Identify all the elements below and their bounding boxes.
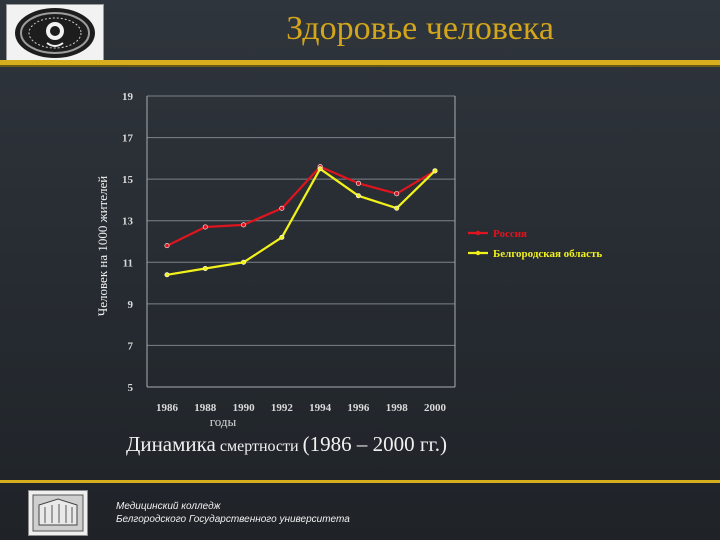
data-point xyxy=(241,259,247,265)
caption-part-2: смертности xyxy=(219,438,299,455)
y-tick-label: 7 xyxy=(128,340,134,352)
y-axis-label: Человек на 1000 жителей xyxy=(95,176,110,316)
y-tick-label: 11 xyxy=(123,257,133,269)
footer-line-2: Белгородского Государственного университ… xyxy=(116,514,350,525)
chart-axes xyxy=(146,96,456,388)
footer-divider xyxy=(0,480,720,483)
legend-label: Белгородская область xyxy=(493,248,602,260)
y-axis-ticks: 5 7 9 11 13 15 17 19 xyxy=(122,91,134,394)
y-tick-label: 17 xyxy=(122,133,134,145)
footer-institution: Медицинский колледж Белгородского Госуда… xyxy=(116,500,350,526)
data-point xyxy=(164,243,170,249)
series-line-1 xyxy=(166,167,436,276)
y-tick-label: 5 xyxy=(128,382,134,394)
data-point xyxy=(355,180,361,186)
x-tick-label: 1992 xyxy=(271,402,294,414)
x-tick-label: 1988 xyxy=(194,402,217,414)
data-point xyxy=(241,222,247,228)
header-divider-shadow xyxy=(0,65,720,67)
slide-title: Здоровье человека xyxy=(286,10,554,47)
data-point xyxy=(394,205,400,211)
y-tick-label: 19 xyxy=(122,91,134,103)
x-tick-label: 1994 xyxy=(309,402,332,414)
chart-series xyxy=(164,164,438,278)
x-tick-label: 2000 xyxy=(424,402,447,414)
footer-line-1: Медицинский колледж xyxy=(116,501,221,512)
caption-part-3: (1986 – 2000 гг.) xyxy=(302,432,447,456)
college-logo xyxy=(28,490,88,536)
y-tick-label: 9 xyxy=(128,299,134,311)
y-tick-label: 13 xyxy=(122,216,134,228)
data-point xyxy=(432,168,438,174)
legend-marker xyxy=(475,230,481,236)
data-point xyxy=(279,205,285,211)
legend-label: Россия xyxy=(493,228,527,240)
caption-part-1: Динамика xyxy=(126,432,216,456)
x-tick-label: 1996 xyxy=(347,402,370,414)
emblem-logo xyxy=(6,4,104,62)
x-tick-label: 1990 xyxy=(233,402,256,414)
series-line-0 xyxy=(166,165,436,247)
chart-grid xyxy=(147,95,455,346)
data-point xyxy=(279,234,285,240)
data-point xyxy=(355,193,361,199)
x-tick-label: 1998 xyxy=(386,402,409,414)
data-point xyxy=(202,224,208,230)
chart-legend: Россия Белгородская область xyxy=(468,228,602,260)
data-point xyxy=(394,191,400,197)
header-divider xyxy=(0,60,720,65)
data-point xyxy=(164,272,170,278)
data-point xyxy=(202,266,208,272)
chart-caption: Динамика смертности (1986 – 2000 гг.) xyxy=(126,432,546,457)
y-tick-label: 15 xyxy=(122,174,134,186)
x-axis-label: годы xyxy=(210,414,237,429)
legend-marker xyxy=(475,250,481,256)
data-point xyxy=(317,166,323,172)
x-tick-label: 1986 xyxy=(156,402,179,414)
x-axis-ticks: 1986 1988 1990 1992 1994 1996 1998 2000 xyxy=(156,402,447,414)
